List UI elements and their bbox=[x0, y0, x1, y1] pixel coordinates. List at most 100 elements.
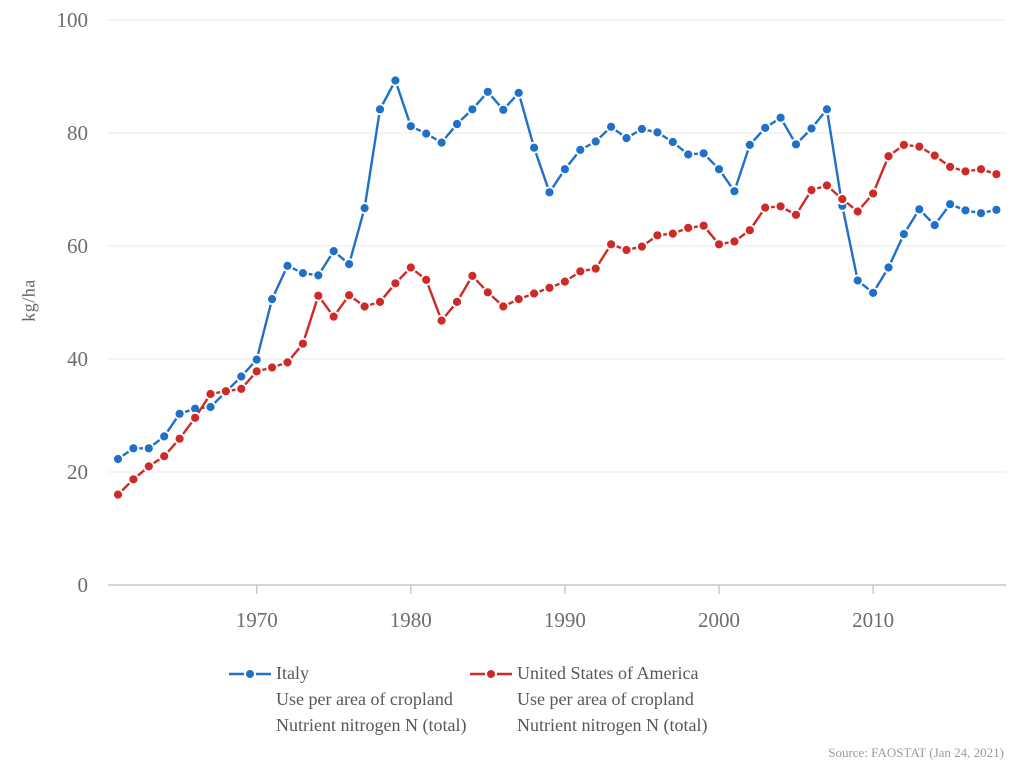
usa-data-point[interactable] bbox=[821, 179, 833, 192]
italy-data-point[interactable] bbox=[142, 442, 155, 455]
usa-data-point[interactable] bbox=[697, 219, 710, 232]
italy-data-point[interactable] bbox=[158, 430, 171, 443]
usa-data-point[interactable] bbox=[250, 365, 263, 378]
italy-data-point[interactable] bbox=[435, 136, 448, 149]
usa-data-point[interactable] bbox=[928, 149, 941, 162]
italy-data-point[interactable] bbox=[651, 126, 664, 139]
usa-data-point[interactable] bbox=[266, 361, 279, 374]
italy-data-point[interactable] bbox=[589, 135, 602, 148]
italy-data-point[interactable] bbox=[404, 120, 417, 133]
usa-data-point[interactable] bbox=[636, 240, 648, 253]
italy-data-point[interactable] bbox=[697, 147, 710, 160]
italy-data-point[interactable] bbox=[528, 141, 540, 154]
usa-data-point[interactable] bbox=[543, 281, 556, 294]
usa-data-point[interactable] bbox=[805, 184, 818, 197]
italy-data-point[interactable] bbox=[250, 353, 263, 366]
usa-line[interactable] bbox=[116, 143, 998, 496]
usa-data-point[interactable] bbox=[281, 356, 294, 369]
usa-data-point[interactable] bbox=[651, 229, 664, 242]
italy-data-point[interactable] bbox=[543, 186, 556, 199]
usa-data-point[interactable] bbox=[204, 388, 217, 400]
italy-data-point[interactable] bbox=[127, 442, 140, 455]
italy-data-point[interactable] bbox=[959, 204, 972, 217]
usa-data-point[interactable] bbox=[219, 385, 232, 398]
usa-data-point[interactable] bbox=[327, 310, 340, 323]
usa-data-point[interactable] bbox=[127, 473, 140, 486]
usa-data-point[interactable] bbox=[620, 244, 633, 256]
italy-data-point[interactable] bbox=[928, 219, 941, 232]
italy-data-point[interactable] bbox=[867, 286, 879, 299]
usa-data-point[interactable] bbox=[898, 138, 910, 151]
usa-data-point[interactable] bbox=[358, 300, 371, 313]
italy-data-point[interactable] bbox=[990, 203, 1003, 216]
usa-data-point[interactable] bbox=[944, 160, 956, 173]
usa-data-point[interactable] bbox=[682, 221, 695, 234]
italy-data-point[interactable] bbox=[112, 453, 124, 465]
italy-data-point[interactable] bbox=[605, 120, 617, 133]
italy-data-point[interactable] bbox=[512, 87, 525, 99]
italy-data-point[interactable] bbox=[620, 132, 633, 145]
italy-data-point[interactable] bbox=[574, 143, 587, 156]
usa-data-point[interactable] bbox=[975, 163, 987, 176]
usa-data-point[interactable] bbox=[112, 488, 124, 501]
usa-data-point[interactable] bbox=[790, 208, 802, 221]
usa-data-point[interactable] bbox=[142, 460, 155, 473]
usa-data-point[interactable] bbox=[512, 293, 525, 306]
italy-data-point[interactable] bbox=[913, 203, 926, 216]
italy-data-point[interactable] bbox=[821, 103, 833, 116]
usa-data-point[interactable] bbox=[774, 200, 787, 213]
italy-data-point[interactable] bbox=[790, 138, 802, 151]
usa-data-point[interactable] bbox=[296, 337, 309, 350]
usa-data-point[interactable] bbox=[759, 201, 772, 214]
italy-data-point[interactable] bbox=[204, 401, 217, 413]
italy-line[interactable] bbox=[116, 79, 998, 461]
italy-data-point[interactable] bbox=[327, 245, 340, 258]
usa-data-point[interactable] bbox=[559, 275, 571, 288]
legend-item-usa[interactable]: United States of America Use per area of… bbox=[469, 660, 707, 738]
usa-data-point[interactable] bbox=[481, 286, 494, 299]
usa-data-point[interactable] bbox=[574, 265, 587, 278]
usa-data-point[interactable] bbox=[836, 193, 849, 206]
italy-data-point[interactable] bbox=[281, 259, 294, 272]
usa-data-point[interactable] bbox=[913, 140, 926, 153]
italy-data-point[interactable] bbox=[374, 103, 386, 116]
legend-item-italy[interactable]: Italy Use per area of cropland Nutrient … bbox=[228, 660, 466, 738]
usa-data-point[interactable] bbox=[451, 295, 463, 308]
usa-data-point[interactable] bbox=[435, 314, 448, 327]
usa-data-point[interactable] bbox=[589, 262, 602, 275]
italy-data-point[interactable] bbox=[266, 293, 279, 306]
italy-data-point[interactable] bbox=[296, 267, 309, 280]
usa-data-point[interactable] bbox=[713, 238, 725, 251]
usa-data-point[interactable] bbox=[343, 289, 356, 302]
usa-data-point[interactable] bbox=[374, 295, 386, 308]
italy-data-point[interactable] bbox=[682, 148, 695, 161]
usa-data-point[interactable] bbox=[404, 261, 417, 274]
usa-data-point[interactable] bbox=[743, 224, 756, 237]
italy-data-point[interactable] bbox=[420, 127, 433, 140]
usa-data-point[interactable] bbox=[605, 238, 617, 251]
italy-data-point[interactable] bbox=[481, 85, 494, 98]
usa-data-point[interactable] bbox=[666, 227, 679, 240]
usa-data-point[interactable] bbox=[528, 287, 540, 300]
usa-data-point[interactable] bbox=[189, 411, 202, 424]
italy-data-point[interactable] bbox=[774, 111, 787, 124]
usa-data-point[interactable] bbox=[497, 300, 510, 313]
usa-data-point[interactable] bbox=[466, 269, 479, 282]
usa-data-point[interactable] bbox=[235, 382, 248, 395]
italy-data-point[interactable] bbox=[743, 138, 756, 151]
usa-data-point[interactable] bbox=[882, 150, 895, 163]
italy-data-point[interactable] bbox=[559, 163, 571, 176]
italy-data-point[interactable] bbox=[975, 207, 987, 220]
italy-data-point[interactable] bbox=[343, 258, 356, 271]
italy-data-point[interactable] bbox=[898, 228, 910, 241]
usa-data-point[interactable] bbox=[312, 289, 325, 302]
usa-data-point[interactable] bbox=[389, 277, 402, 290]
usa-data-point[interactable] bbox=[990, 168, 1003, 181]
usa-data-point[interactable] bbox=[158, 450, 171, 463]
italy-data-point[interactable] bbox=[451, 118, 463, 130]
italy-data-point[interactable] bbox=[759, 122, 772, 134]
italy-data-point[interactable] bbox=[728, 185, 741, 198]
italy-data-point[interactable] bbox=[882, 261, 895, 274]
usa-data-point[interactable] bbox=[867, 187, 879, 200]
usa-data-point[interactable] bbox=[728, 235, 741, 248]
